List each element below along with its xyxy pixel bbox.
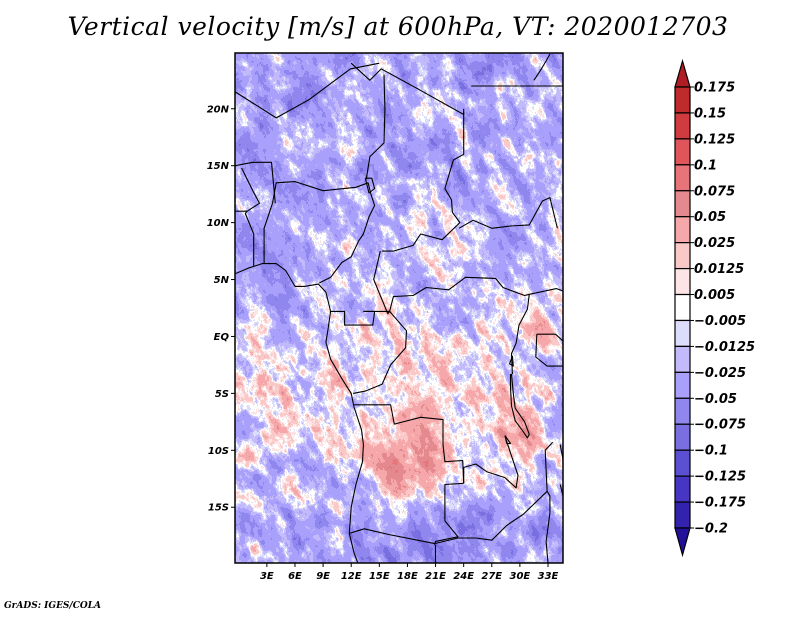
- border-algeria-niger: [235, 62, 380, 119]
- colorbar-label: −0.005: [694, 314, 746, 329]
- colorbar-segment: [674, 86, 691, 114]
- colorbar-segment: [674, 319, 691, 348]
- border-benin-togo: [244, 210, 255, 266]
- border-gabon-congo: [330, 310, 376, 326]
- colorbar-extend-min: [674, 527, 691, 558]
- y-tick-label: EQ: [214, 332, 230, 343]
- border-niger-nigeria: [271, 181, 376, 284]
- colorbar-segment: [674, 501, 691, 529]
- coast-west-africa: [235, 263, 364, 563]
- colorbar-label: 0.175: [694, 81, 735, 96]
- colorbar-label: 0.05: [694, 210, 726, 225]
- y-tick-label: 20N: [207, 104, 230, 115]
- x-tick-label: 30E: [510, 571, 531, 582]
- colorbar-label: −0.1: [694, 444, 728, 459]
- x-tick-label: 3E: [260, 571, 274, 582]
- x-tick-label: 24E: [453, 571, 474, 582]
- y-tick-label: 15N: [207, 161, 230, 172]
- colorbar-extend-max: [674, 58, 691, 88]
- border-angola-namibia: [349, 528, 476, 545]
- colorbar-label: 0.005: [694, 288, 735, 303]
- chart-title: Vertical velocity [m/s] at 600hPa, VT: 2…: [67, 12, 729, 41]
- y-tick-label: 10N: [207, 218, 230, 229]
- colorbar-segment: [674, 138, 691, 166]
- border-congo-drc: [352, 310, 408, 394]
- plot-frame: [234, 52, 564, 564]
- colorbar-label: −0.0125: [694, 340, 755, 355]
- lake-tanganyika: [509, 373, 530, 439]
- border-mali-niger: [235, 161, 276, 204]
- colorbar-label: 0.075: [694, 184, 735, 199]
- colorbar-segment: [674, 449, 691, 477]
- border-drc-east: [510, 294, 530, 375]
- lake-victoria: [535, 333, 563, 367]
- vertical-velocity-field: [235, 53, 563, 563]
- grads-credit: GrADS: IGES/COLA: [4, 601, 102, 611]
- border-drc-angola: [354, 404, 465, 484]
- colorbar-label: 0.0125: [694, 262, 744, 277]
- colorbar-segment: [674, 475, 691, 503]
- colorbar-segment: [674, 423, 691, 451]
- border-cameroon-car: [373, 250, 530, 315]
- border-benin-nigeria: [263, 203, 274, 264]
- colorbar-label: 0.125: [694, 132, 735, 147]
- colorbar-segment: [674, 267, 691, 296]
- border-uganda-kenya: [529, 288, 563, 295]
- x-tick-label: 21E: [425, 571, 446, 582]
- border-chad-sudan: [382, 112, 465, 252]
- colorbar: 0.175 0.15 0.125 0.1 0.075 0.05 0.025 0.0125 0.0…: [674, 58, 755, 558]
- border-burkina: [235, 167, 260, 212]
- colorbar-label: −0.125: [694, 470, 746, 485]
- x-tick-label: 33E: [538, 571, 559, 582]
- nile-lake-nasser: [533, 53, 551, 81]
- border-sudan-southsudan: [458, 197, 558, 229]
- colorbar-segment: [674, 164, 691, 192]
- colorbar-label: −0.175: [694, 496, 746, 511]
- colorbar-segment: [674, 216, 691, 244]
- x-tick-label: 15E: [369, 571, 390, 582]
- x-tick-label: 6E: [288, 571, 302, 582]
- colorbar-segment: [674, 345, 691, 373]
- lake-malawi: [559, 444, 563, 497]
- colorbar-label: 0.1: [694, 158, 717, 173]
- colorbar-label: 0.025: [694, 236, 735, 251]
- colorbar-segment: [674, 371, 691, 399]
- colorbar-label: −0.05: [694, 392, 737, 407]
- colorbar-label: 0.15: [694, 106, 726, 121]
- country-borders: [235, 53, 563, 563]
- lake-kivu: [509, 355, 514, 367]
- colorbar-segment: [674, 190, 691, 218]
- border-angola-zambia: [434, 482, 464, 545]
- border-drc-zambia: [463, 438, 519, 489]
- x-tick-label: 18E: [397, 571, 418, 582]
- x-tick-label: 27E: [481, 571, 502, 582]
- lake-mweru: [504, 435, 512, 445]
- border-south-mozambique: [545, 512, 551, 563]
- colorbar-label: −0.025: [694, 366, 746, 381]
- x-tick-label: 9E: [316, 571, 330, 582]
- y-tick-label: 5S: [215, 389, 229, 400]
- y-tick-label: 5N: [214, 275, 230, 286]
- border-niger-chad: [365, 74, 386, 180]
- colorbar-label: −0.075: [694, 418, 746, 433]
- colorbar-segment: [674, 293, 691, 322]
- colorbar-segment: [674, 112, 691, 140]
- x-tick-label: 12E: [341, 571, 362, 582]
- colorbar-label: −0.2: [694, 522, 728, 537]
- lake-chad: [364, 177, 376, 194]
- border-zambia-zimbabwe: [475, 490, 551, 541]
- colorbar-segment: [674, 397, 691, 425]
- y-axis-ticks: 20N 15N 10N 5N EQ 5S 10S 15S: [207, 104, 235, 514]
- border-zambia-malawi: [544, 441, 554, 492]
- colorbar-segment: [674, 242, 691, 270]
- border-libya-chad: [350, 62, 465, 116]
- x-axis-ticks: 3E 6E 9E 12E 15E 18E 21E 24E 27E 30E 33E: [260, 563, 559, 582]
- y-tick-label: 15S: [208, 503, 229, 514]
- y-tick-label: 10S: [208, 446, 229, 457]
